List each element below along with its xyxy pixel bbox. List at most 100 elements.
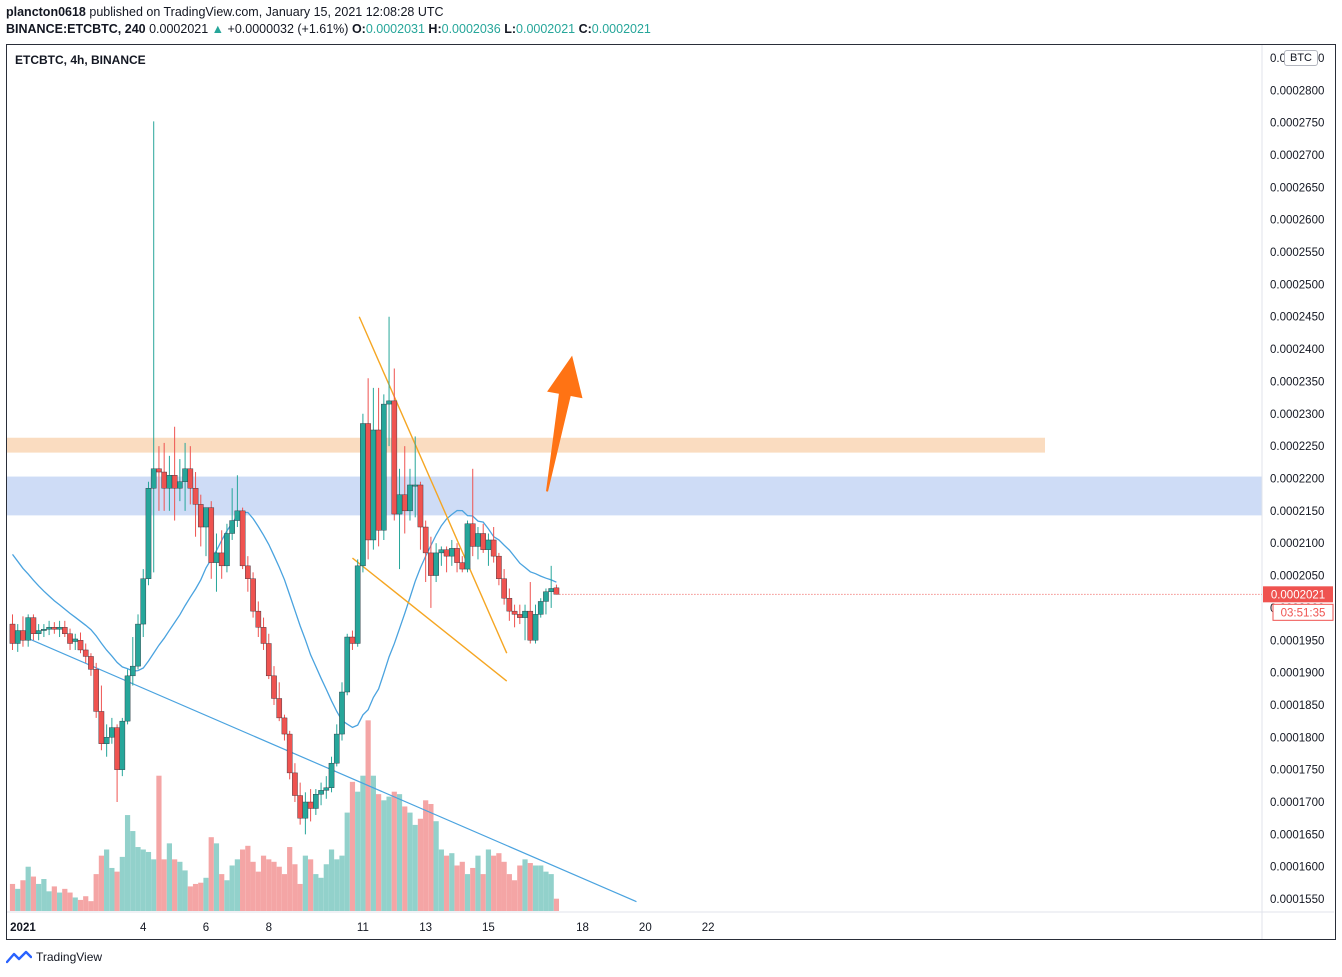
volume-bar [51,886,57,911]
volume-layer [9,720,560,911]
candle-body [464,523,471,570]
volume-bar [208,837,214,911]
candle-body [407,484,413,512]
candle-body [250,578,256,612]
price-tick-label: 0.0001900 [1270,668,1324,680]
candle-body [197,504,204,528]
volume-bar [501,861,507,911]
volume-bar [88,901,94,911]
candle-body [103,737,110,744]
zones-layer [7,437,1262,516]
volume-bar [553,898,560,911]
candle-body [381,403,387,531]
volume-bar [25,866,31,911]
candle-body [396,494,403,515]
up-triangle-icon: ▲ [211,22,225,36]
candle-body [449,548,455,557]
high-label: H: [428,22,442,36]
volume-bar [543,871,549,911]
volume-bar [151,859,157,911]
volume-bar [240,849,246,911]
candle-body [171,475,178,489]
volume-bar [145,851,152,911]
candle-body [313,794,319,809]
candle-body [532,614,539,641]
price-change: +0.0000032 (+1.61%) [227,22,349,36]
candle-body [229,520,235,534]
price-tick-label: 0.0002100 [1270,538,1324,550]
bullish-arrow-icon [546,355,583,492]
price-tick-label: 0.0002050 [1270,571,1324,583]
currency-button[interactable]: BTC [1284,50,1318,66]
volume-bar [9,883,16,911]
volume-bar [287,847,293,911]
price-tick-label: 0.0002150 [1270,506,1324,518]
volume-bar [328,849,335,911]
volume-bar [386,796,392,911]
candle-body [543,591,549,602]
candle-body [245,565,251,579]
candle-body [56,627,63,630]
volume-bar [480,874,486,911]
candle-body [114,727,120,770]
volume-bar [72,897,78,911]
candle-body [271,675,277,699]
close-value: 0.0002021 [591,22,651,36]
volume-bar [114,871,120,911]
candle-body [553,587,560,595]
price-tick-label: 0.0002200 [1270,474,1324,486]
price-tags-layer: 0.0002021 03:51:35 [556,586,1334,621]
volume-bar [166,843,172,911]
footer-brand[interactable]: TradingView [6,950,102,964]
candle-body [166,475,173,489]
volume-bar [527,863,533,911]
candle-body [506,597,513,612]
candle-body [77,640,84,651]
volume-bar [135,847,141,911]
volume-bar [192,883,199,911]
volume-bar [281,874,288,911]
countdown-tag [1272,603,1334,621]
candle-body [72,638,79,642]
price-axis-layer: 0.0001550 0.0001600 0.0001650 0.0001700 0.00… [1261,45,1324,939]
volume-bar [428,803,434,911]
candle-body [459,562,466,570]
volume-bar [203,877,209,911]
wedge-lower-line [352,557,508,682]
volume-bar [391,791,397,911]
candle-body [218,552,225,567]
volume-bar [308,859,314,911]
chart-frame[interactable] [6,44,1336,940]
candle-body [548,588,554,592]
price-tick-label: 0.0002300 [1270,409,1324,421]
candle-body [135,623,141,667]
volume-bar [349,781,356,911]
volume-bar [229,865,235,911]
candle-body [255,610,262,628]
volume-bar [292,864,298,911]
volume-bar [124,815,131,911]
volume-bar [370,775,376,911]
candle-body [124,675,131,722]
volume-bar [339,855,345,911]
price-tick-label: 0.0002350 [1270,376,1324,388]
volume-bar [20,880,26,911]
candle-body [46,627,52,630]
price-tick-label: 0.0001650 [1270,829,1324,841]
brand-label: TradingView [36,950,103,964]
candle-body [25,617,31,641]
volume-bar [177,861,183,911]
descending-trend-line [9,629,637,903]
candle-body [412,484,419,487]
candle-body [323,787,330,791]
volume-bar [323,864,329,911]
candle-body [349,636,356,644]
volume-bar [276,866,282,911]
moving-average-layer [11,509,557,729]
price-tick-label: 0.0002750 [1270,118,1324,130]
drawings-layer [9,316,637,903]
volume-bar [511,880,518,911]
candle-body [433,552,439,576]
volume-bar [46,891,52,911]
